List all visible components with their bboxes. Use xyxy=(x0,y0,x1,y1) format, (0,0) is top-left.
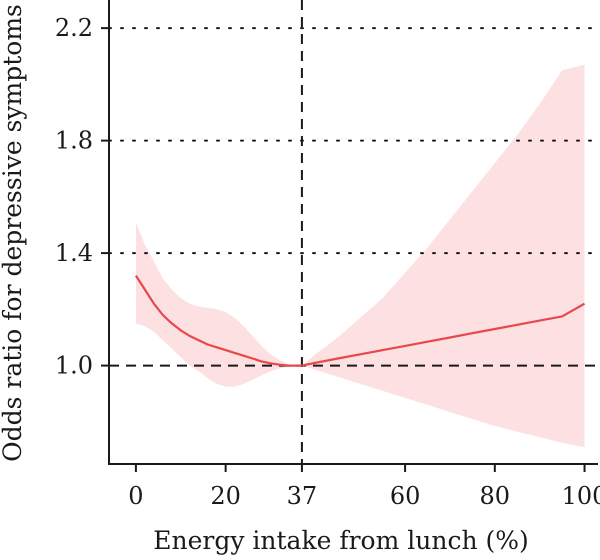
y-axis-ticks: 1.0 1.4 1.8 2.2 xyxy=(55,14,109,380)
reference-lines xyxy=(109,0,598,464)
confidence-band xyxy=(135,64,585,448)
confidence-band-layer xyxy=(135,64,585,448)
y-tick-label: 1.8 xyxy=(55,127,93,155)
y-axis-label: Odds ratio for depressive symptoms xyxy=(0,4,27,462)
x-axis-ticks: 0 20 37 60 80 100 xyxy=(128,464,600,510)
y-tick-label: 1.4 xyxy=(55,239,93,267)
x-tick-label: 60 xyxy=(390,482,421,510)
y-tick-label: 1.0 xyxy=(55,352,93,380)
x-tick-label: 0 xyxy=(128,482,143,510)
series-line xyxy=(134,275,586,367)
axes xyxy=(108,0,598,465)
x-tick-label: 37 xyxy=(287,482,318,510)
x-tick-label: 100 xyxy=(562,482,600,510)
x-tick-label: 80 xyxy=(480,482,511,510)
x-axis-label: Energy intake from lunch (%) xyxy=(153,526,529,555)
x-tick-label: 20 xyxy=(210,482,241,510)
grid-layer xyxy=(108,27,599,255)
y-tick-label: 2.2 xyxy=(55,14,93,42)
series-line-layer xyxy=(134,275,586,367)
